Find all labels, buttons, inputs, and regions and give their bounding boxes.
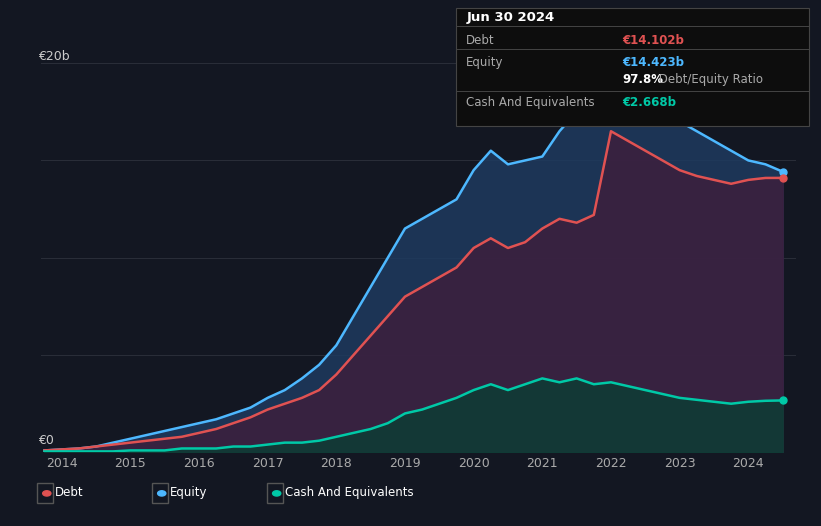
Text: €0: €0 bbox=[38, 433, 53, 447]
Text: €20b: €20b bbox=[38, 50, 69, 63]
Text: Jun 30 2024: Jun 30 2024 bbox=[466, 11, 554, 24]
Text: Cash And Equivalents: Cash And Equivalents bbox=[285, 486, 414, 499]
Text: Debt: Debt bbox=[466, 34, 495, 47]
Text: Debt/Equity Ratio: Debt/Equity Ratio bbox=[655, 73, 764, 86]
Text: €2.668b: €2.668b bbox=[622, 96, 677, 109]
Text: Cash And Equivalents: Cash And Equivalents bbox=[466, 96, 595, 109]
Text: 97.8%: 97.8% bbox=[622, 73, 663, 86]
Text: €14.423b: €14.423b bbox=[622, 56, 685, 69]
Text: Debt: Debt bbox=[55, 486, 84, 499]
Text: Equity: Equity bbox=[466, 56, 504, 69]
Text: Equity: Equity bbox=[170, 486, 208, 499]
Text: €14.102b: €14.102b bbox=[622, 34, 684, 47]
